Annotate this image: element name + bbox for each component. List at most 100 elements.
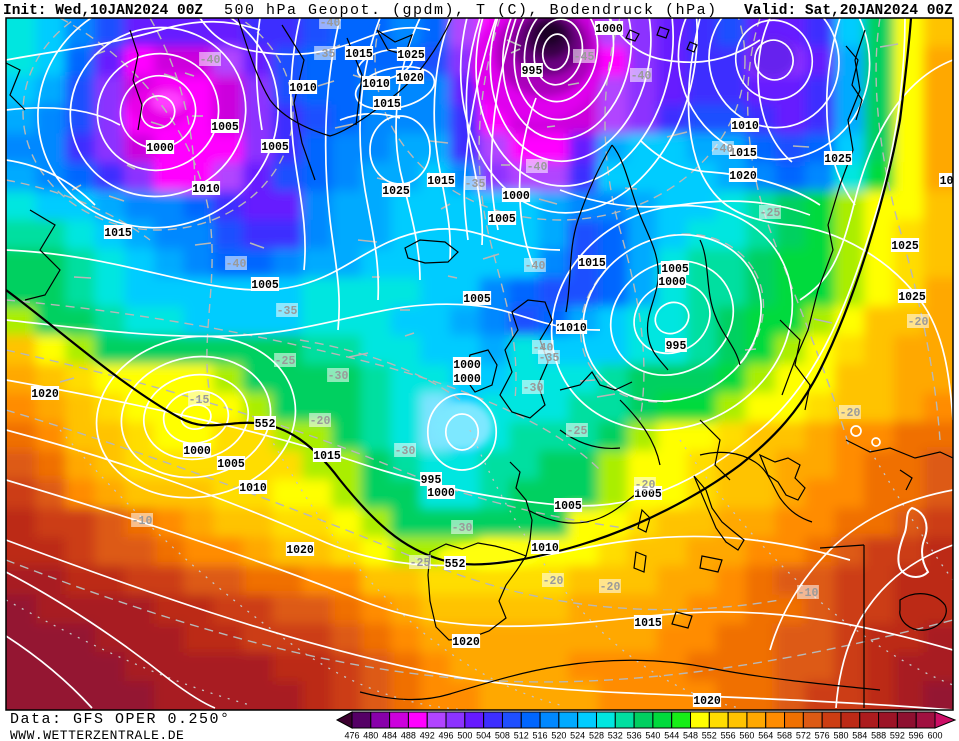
svg-text:1005: 1005 <box>261 141 289 154</box>
svg-text:556: 556 <box>721 731 736 741</box>
svg-text:1020: 1020 <box>396 72 424 85</box>
svg-text:1020: 1020 <box>286 544 314 557</box>
svg-text:516: 516 <box>533 731 548 741</box>
svg-text:103: 103 <box>940 175 959 188</box>
svg-text:480: 480 <box>363 731 378 741</box>
svg-text:-25: -25 <box>567 425 588 438</box>
svg-text:1015: 1015 <box>345 48 373 61</box>
svg-text:500: 500 <box>457 731 472 741</box>
svg-text:1010: 1010 <box>289 82 317 95</box>
svg-text:-20: -20 <box>600 581 621 594</box>
svg-text:-40: -40 <box>320 17 341 30</box>
svg-text:512: 512 <box>514 731 529 741</box>
svg-text:532: 532 <box>608 731 623 741</box>
svg-text:-40: -40 <box>713 143 734 156</box>
svg-text:1000: 1000 <box>183 445 211 458</box>
svg-text:-20: -20 <box>310 415 331 428</box>
svg-text:-20: -20 <box>908 316 929 329</box>
svg-text:1005: 1005 <box>217 458 245 471</box>
svg-text:572: 572 <box>796 731 811 741</box>
svg-text:WWW.WETTERZENTRALE.DE: WWW.WETTERZENTRALE.DE <box>10 728 184 741</box>
svg-text:1015: 1015 <box>729 147 757 160</box>
svg-text:588: 588 <box>871 731 886 741</box>
svg-text:1000: 1000 <box>595 23 623 36</box>
svg-text:1015: 1015 <box>373 98 401 111</box>
svg-text:1020: 1020 <box>693 695 721 708</box>
svg-text:1010: 1010 <box>731 120 759 133</box>
svg-text:1005: 1005 <box>661 263 689 276</box>
svg-text:-25: -25 <box>760 207 781 220</box>
svg-text:Data: GFS OPER 0.250°: Data: GFS OPER 0.250° <box>10 711 231 728</box>
svg-text:-35: -35 <box>315 48 336 61</box>
svg-text:1005: 1005 <box>634 488 662 501</box>
svg-text:552: 552 <box>445 558 466 571</box>
svg-text:596: 596 <box>909 731 924 741</box>
svg-text:600: 600 <box>927 731 942 741</box>
svg-text:995: 995 <box>666 340 687 353</box>
svg-text:-30: -30 <box>523 382 544 395</box>
svg-text:1005: 1005 <box>488 213 516 226</box>
svg-text:504: 504 <box>476 731 491 741</box>
svg-text:580: 580 <box>833 731 848 741</box>
svg-text:492: 492 <box>420 731 435 741</box>
svg-text:-40: -40 <box>226 258 247 271</box>
svg-text:1000: 1000 <box>453 373 481 386</box>
svg-text:-30: -30 <box>328 370 349 383</box>
svg-text:-25: -25 <box>275 355 296 368</box>
svg-text:488: 488 <box>401 731 416 741</box>
svg-text:584: 584 <box>852 731 867 741</box>
svg-text:1005: 1005 <box>251 279 279 292</box>
svg-text:-30: -30 <box>452 522 473 535</box>
svg-text:552: 552 <box>702 731 717 741</box>
svg-text:1015: 1015 <box>578 257 606 270</box>
svg-text:560: 560 <box>739 731 754 741</box>
svg-text:544: 544 <box>664 731 679 741</box>
svg-text:1025: 1025 <box>898 291 926 304</box>
svg-text:1000: 1000 <box>502 190 530 203</box>
svg-text:496: 496 <box>439 731 454 741</box>
svg-text:500 hPa Geopot. (gpdm), T (C),: 500 hPa Geopot. (gpdm), T (C), Bodendruc… <box>224 2 718 19</box>
svg-text:995: 995 <box>522 65 543 78</box>
svg-text:528: 528 <box>589 731 604 741</box>
svg-text:-20: -20 <box>635 479 656 492</box>
svg-text:-40: -40 <box>525 260 546 273</box>
svg-text:-40: -40 <box>527 161 548 174</box>
svg-text:1000: 1000 <box>453 359 481 372</box>
svg-text:-30: -30 <box>395 445 416 458</box>
svg-text:1015: 1015 <box>634 617 662 630</box>
svg-text:-25: -25 <box>410 557 431 570</box>
svg-text:1010: 1010 <box>559 322 587 335</box>
svg-text:1020: 1020 <box>729 170 757 183</box>
svg-text:-20: -20 <box>543 575 564 588</box>
svg-text:548: 548 <box>683 731 698 741</box>
svg-text:568: 568 <box>777 731 792 741</box>
svg-text:1015: 1015 <box>427 175 455 188</box>
svg-text:1015: 1015 <box>313 450 341 463</box>
svg-text:484: 484 <box>382 731 397 741</box>
svg-text:-40: -40 <box>631 70 652 83</box>
svg-text:Valid: Sat,20JAN2024 00Z: Valid: Sat,20JAN2024 00Z <box>744 3 953 19</box>
svg-text:1000: 1000 <box>658 276 686 289</box>
svg-text:524: 524 <box>570 731 585 741</box>
svg-text:520: 520 <box>551 731 566 741</box>
svg-text:536: 536 <box>627 731 642 741</box>
svg-text:508: 508 <box>495 731 510 741</box>
svg-text:-10: -10 <box>132 515 153 528</box>
svg-text:476: 476 <box>344 731 359 741</box>
svg-text:1005: 1005 <box>211 121 239 134</box>
svg-text:995: 995 <box>421 474 442 487</box>
svg-text:1010: 1010 <box>531 542 559 555</box>
svg-text:1025: 1025 <box>397 49 425 62</box>
svg-text:1005: 1005 <box>554 500 582 513</box>
svg-text:-35: -35 <box>277 305 298 318</box>
svg-text:1025: 1025 <box>382 185 410 198</box>
svg-text:1010: 1010 <box>362 78 390 91</box>
svg-text:-15: -15 <box>189 394 210 407</box>
svg-text:1025: 1025 <box>824 153 852 166</box>
svg-text:Init: Wed,10JAN2024 00Z: Init: Wed,10JAN2024 00Z <box>3 3 203 19</box>
svg-text:540: 540 <box>645 731 660 741</box>
svg-text:-35: -35 <box>539 352 560 365</box>
svg-text:1000: 1000 <box>146 142 174 155</box>
svg-text:1025: 1025 <box>891 240 919 253</box>
svg-text:-10: -10 <box>798 587 819 600</box>
